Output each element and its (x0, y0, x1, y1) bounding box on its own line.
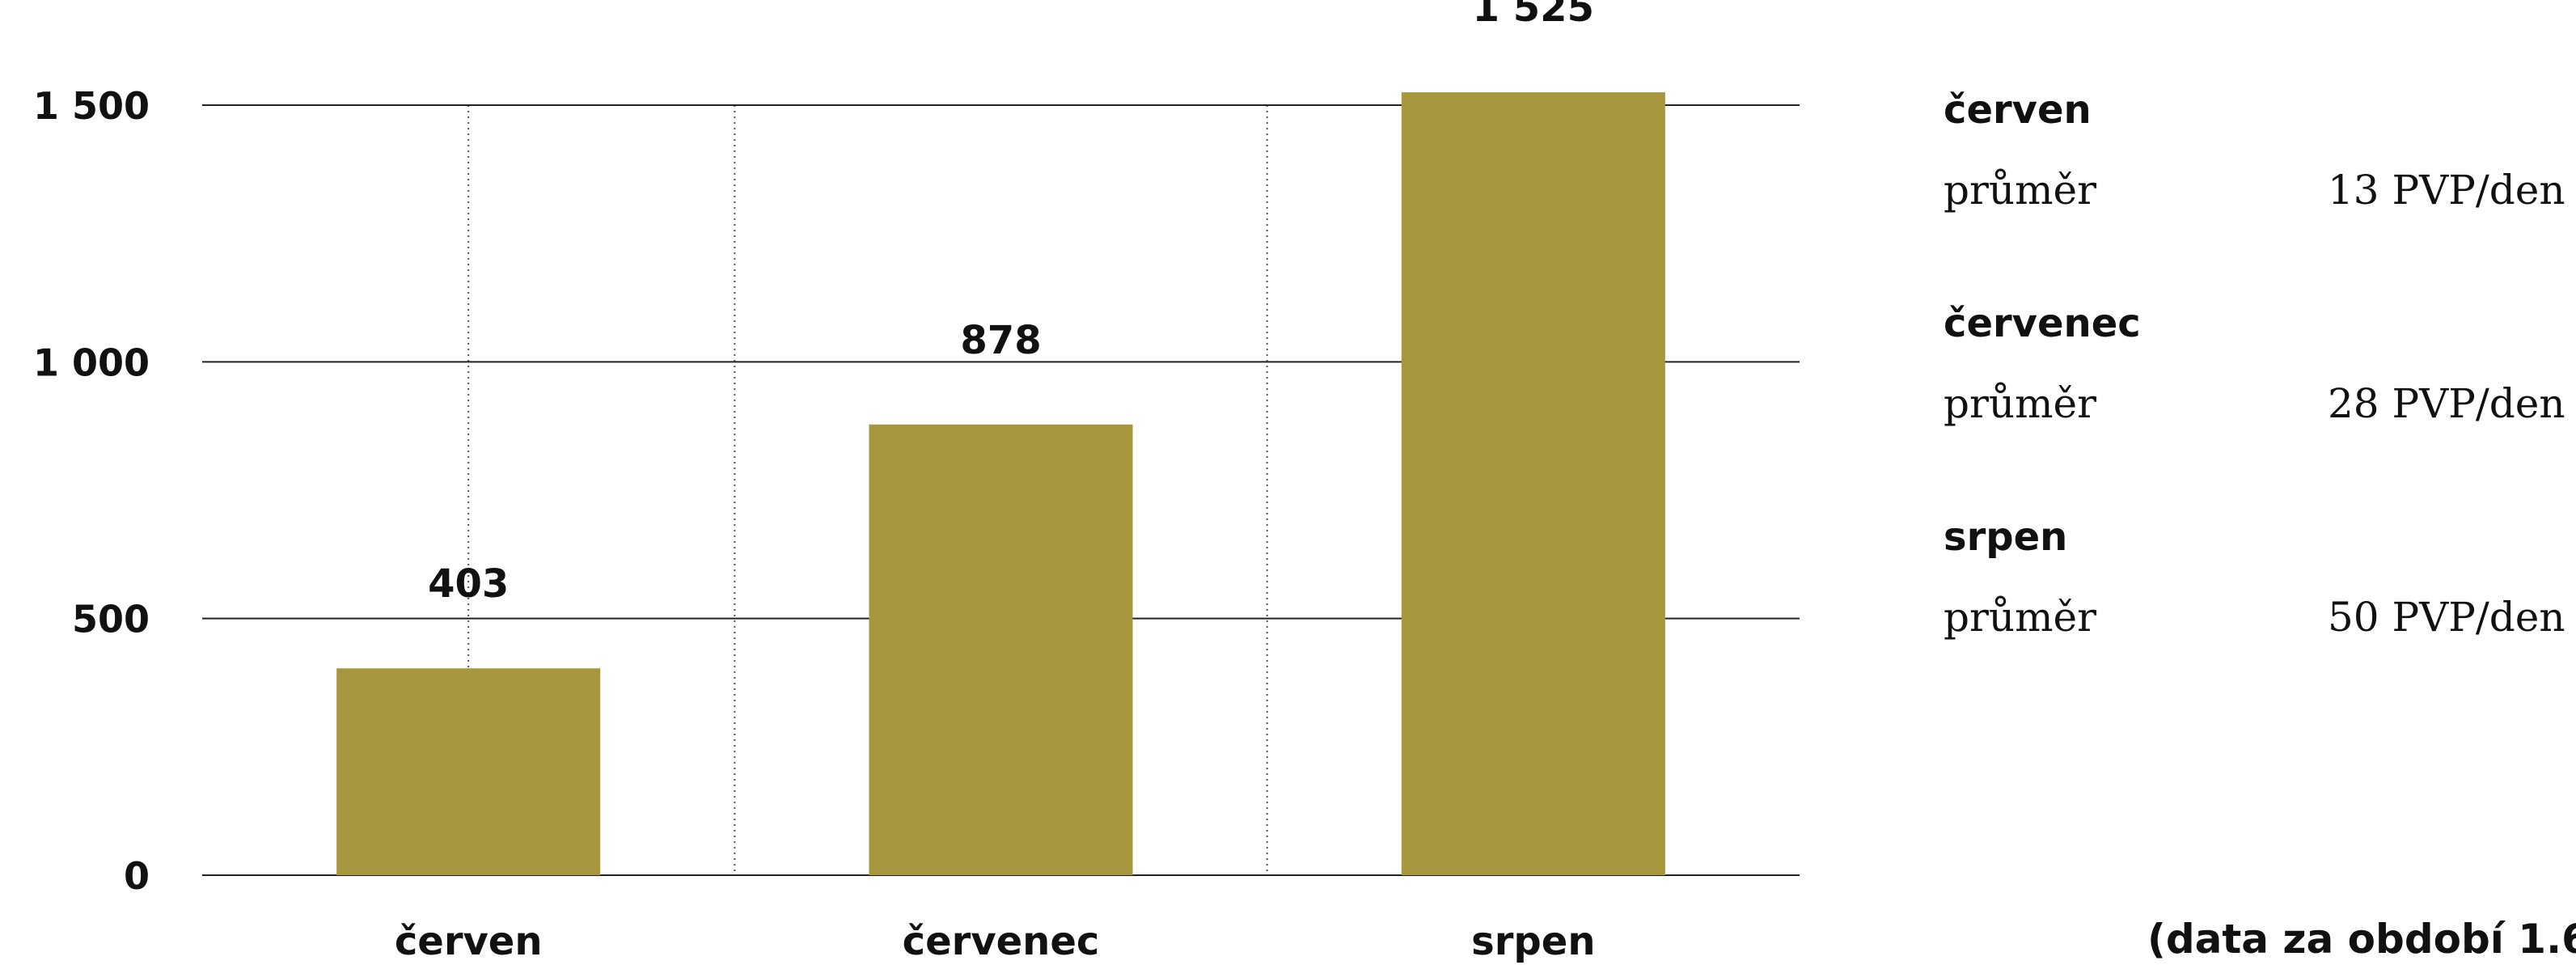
monthly-average-summary: červen průměr 13 PVP/den červenec průměr… (1944, 87, 2576, 728)
summary-month-title: červen (1944, 87, 2092, 133)
x-category-label: červen (395, 919, 543, 964)
bar-value-label: 1 525 (1473, 0, 1594, 31)
y-tick-label: 1 500 (33, 84, 150, 128)
bar-value-label: 403 (428, 561, 509, 607)
summary-month-title: srpen (1944, 514, 2068, 560)
y-tick-label: 0 (124, 854, 150, 898)
x-category-label: červenec (903, 919, 1100, 964)
bar-chart: 0 500 1 000 1 500 403 červen 878 červenec 1 525 s… (33, 0, 1800, 964)
summary-block-cerven: červen průměr 13 PVP/den (1944, 87, 2576, 301)
summary-average-value: 50 PVP/den (2328, 594, 2565, 641)
summary-average-value: 28 PVP/den (2328, 380, 2565, 427)
summary-block-cervenec: červenec průměr 28 PVP/den (1944, 301, 2576, 514)
bar (869, 424, 1133, 875)
y-tick-label: 1 000 (33, 341, 150, 384)
summary-average-label: průměr (1944, 167, 2097, 214)
bar-value-label: 878 (960, 318, 1041, 363)
summary-average-label: průměr (1944, 380, 2097, 427)
summary-average-value: 13 PVP/den (2328, 167, 2565, 214)
bar (1401, 92, 1665, 876)
y-tick-label: 500 (72, 598, 150, 641)
summary-month-title: červenec (1944, 301, 2141, 346)
bar (336, 668, 601, 875)
summary-block-srpen: srpen průměr 50 PVP/den (1944, 514, 2576, 728)
x-category-label: srpen (1471, 919, 1595, 964)
data-period-note: (data za období 1.6. (2147, 916, 2576, 963)
summary-average-label: průměr (1944, 594, 2097, 641)
